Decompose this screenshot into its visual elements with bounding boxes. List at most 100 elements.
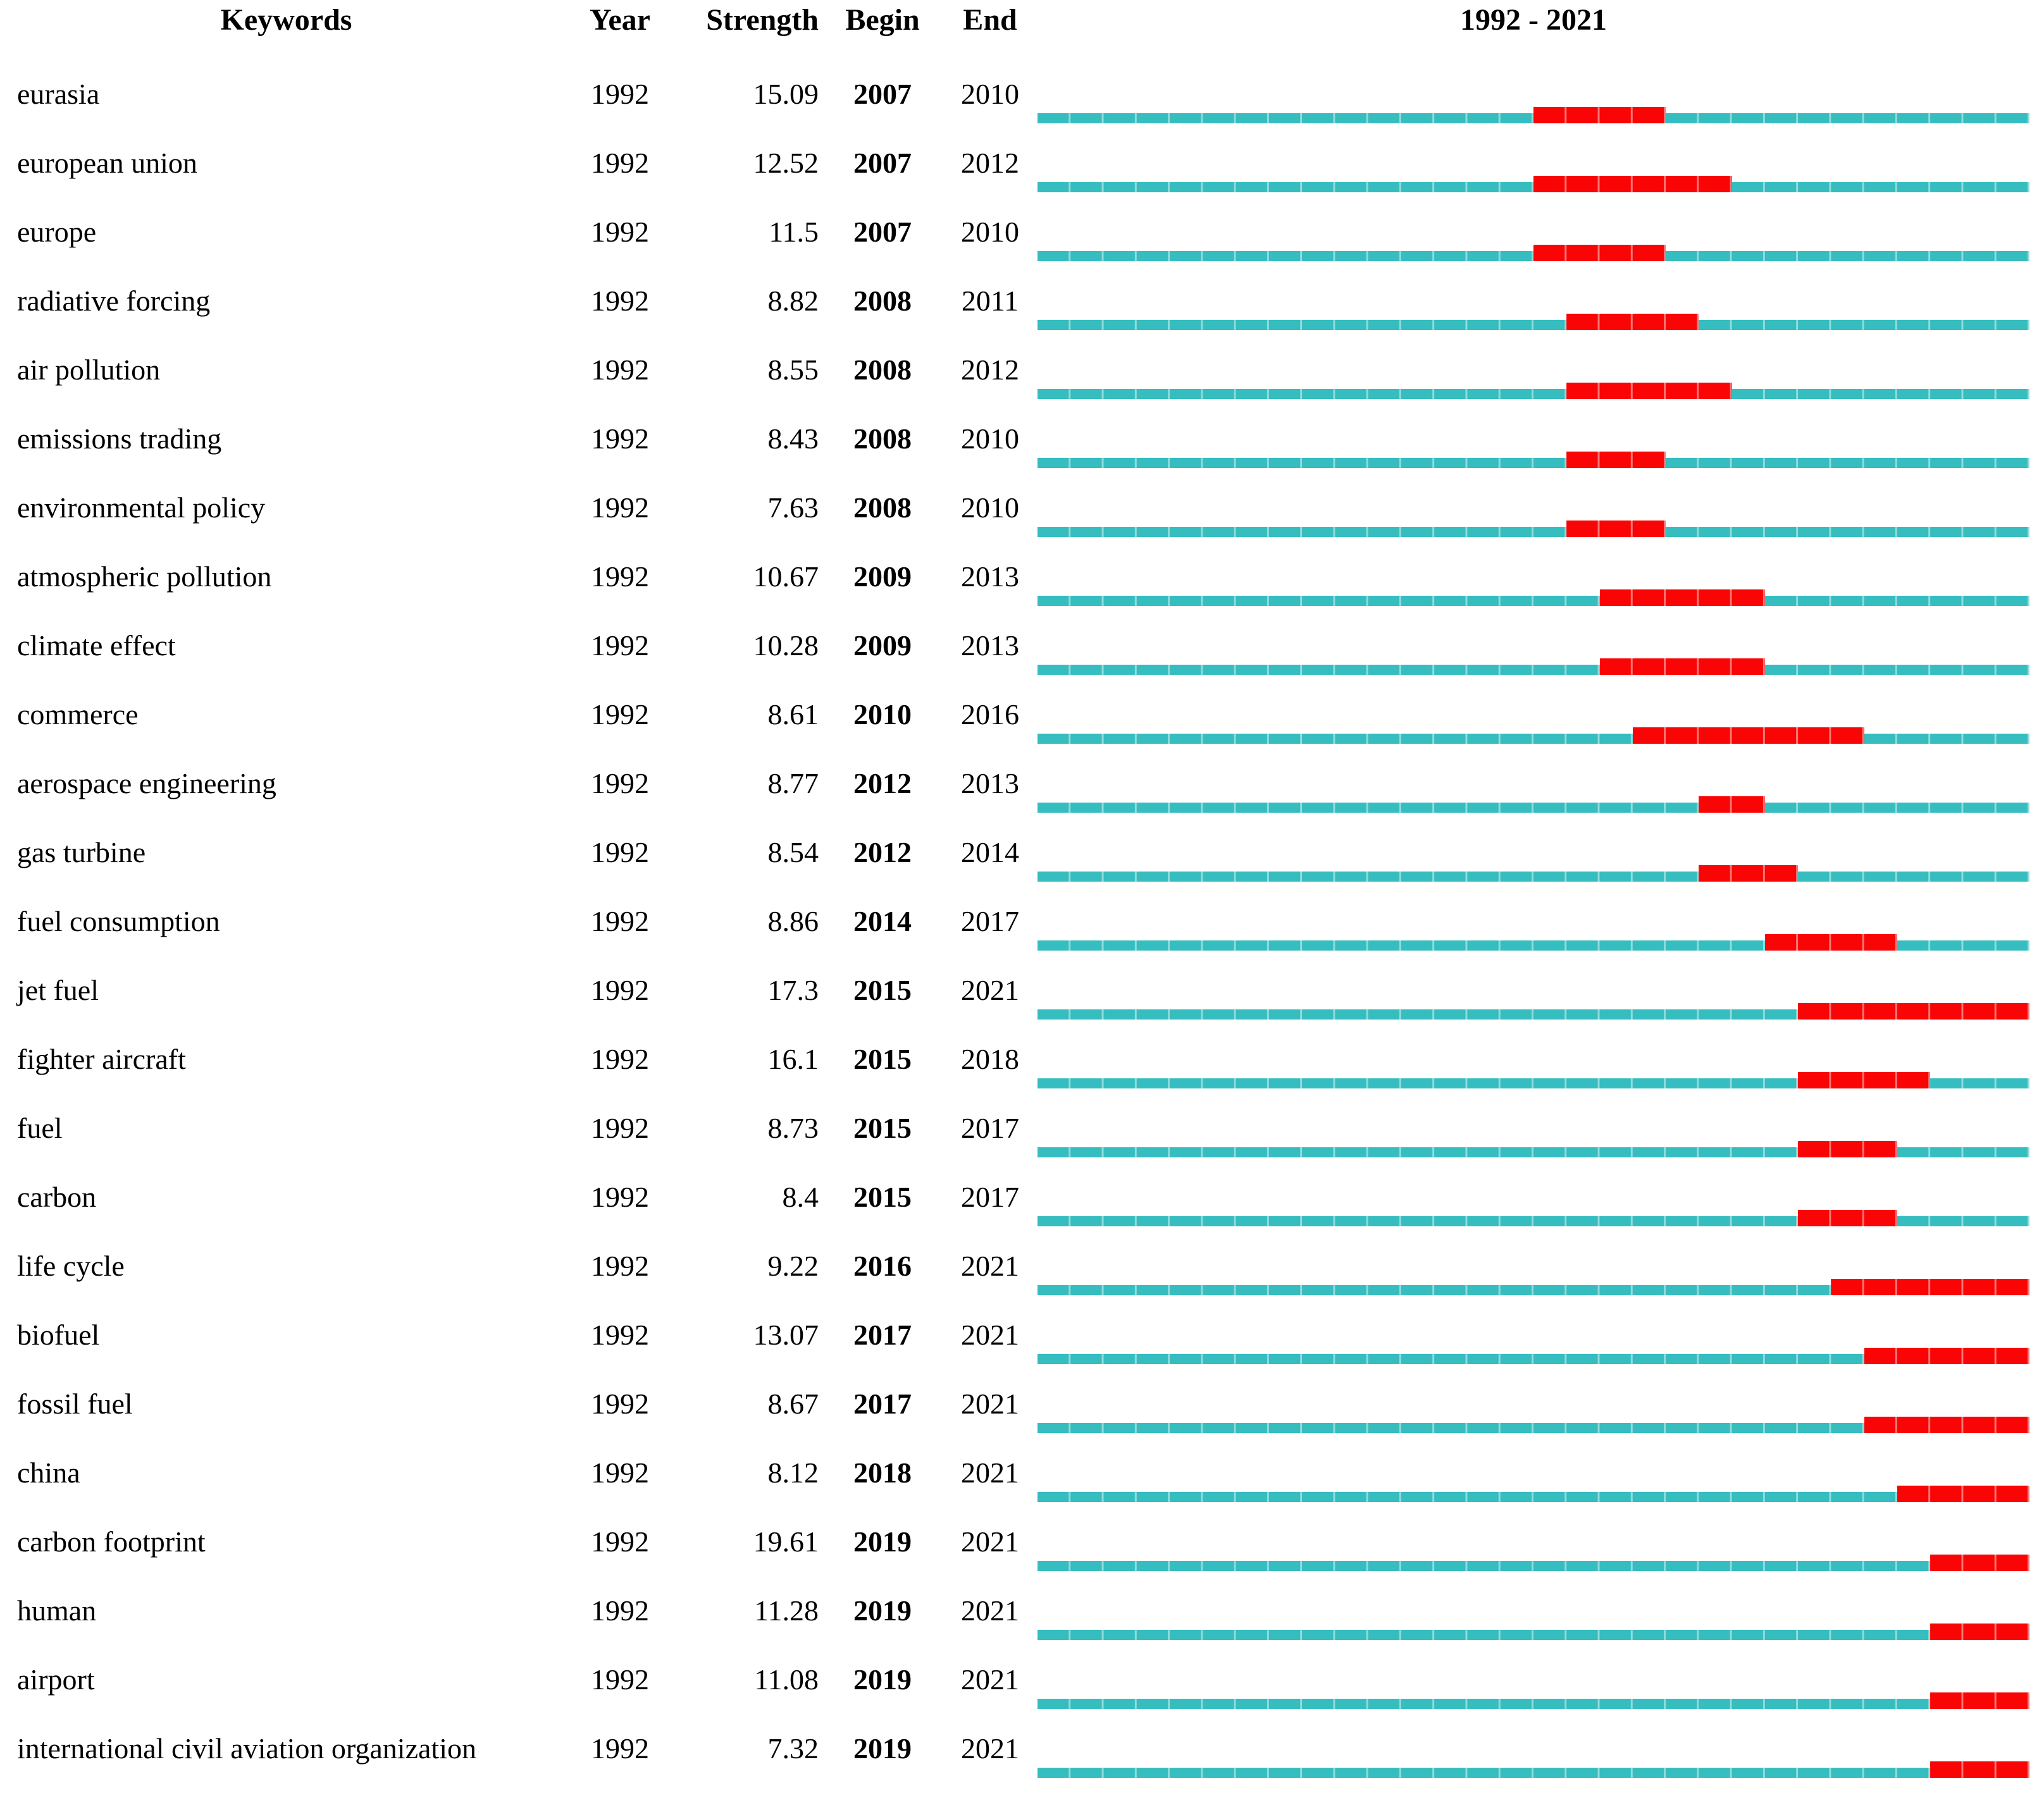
strength-value: 10.28 bbox=[753, 629, 819, 662]
keyword-label: emissions trading bbox=[17, 422, 222, 455]
burst-bar bbox=[1632, 727, 1864, 744]
year-value: 1992 bbox=[591, 1181, 649, 1213]
begin-value: 2019 bbox=[853, 1525, 912, 1558]
strength-value: 17.3 bbox=[767, 974, 819, 1006]
burst-row: aerospace engineering 1992 8.77 2012 201… bbox=[0, 748, 2044, 816]
begin-value: 2008 bbox=[853, 422, 912, 455]
burst-bar bbox=[1798, 1003, 2029, 1020]
end-value: 2021 bbox=[961, 1732, 1019, 1765]
timeline-track bbox=[1037, 1492, 2029, 1502]
keyword-label: eurasia bbox=[17, 78, 100, 110]
keyword-label: atmospheric pollution bbox=[17, 560, 272, 593]
burst-bar bbox=[1930, 1761, 2029, 1778]
burst-bar bbox=[1599, 589, 1765, 606]
timeline-cell bbox=[1037, 334, 2029, 403]
timeline-cell bbox=[1037, 265, 2029, 334]
begin-value: 2008 bbox=[853, 354, 912, 386]
burst-bar bbox=[1798, 1210, 1897, 1226]
keyword-label: commerce bbox=[17, 698, 139, 730]
burst-bar bbox=[1798, 1141, 1897, 1157]
begin-value: 2016 bbox=[853, 1250, 912, 1282]
end-value: 2021 bbox=[961, 1663, 1019, 1696]
burst-bar bbox=[1599, 658, 1765, 675]
timeline-cell bbox=[1037, 472, 2029, 541]
strength-value: 8.12 bbox=[767, 1457, 819, 1489]
strength-value: 10.67 bbox=[753, 560, 819, 593]
burst-row: commerce 1992 8.61 2010 2016 bbox=[0, 679, 2044, 748]
year-value: 1992 bbox=[591, 905, 649, 937]
timeline-cell bbox=[1037, 127, 2029, 196]
timeline-cell bbox=[1037, 1644, 2029, 1713]
year-value: 1992 bbox=[591, 974, 649, 1006]
keyword-label: fuel consumption bbox=[17, 905, 220, 937]
timeline-cell bbox=[1037, 1092, 2029, 1161]
timeline-track bbox=[1037, 1354, 2029, 1364]
begin-value: 2009 bbox=[853, 560, 912, 593]
begin-value: 2015 bbox=[853, 1043, 912, 1075]
burst-row: airport 1992 11.08 2019 2021 bbox=[0, 1644, 2044, 1713]
begin-value: 2009 bbox=[853, 629, 912, 662]
year-value: 1992 bbox=[591, 285, 649, 317]
strength-value: 8.86 bbox=[767, 905, 819, 937]
burst-row: fossil fuel 1992 8.67 2017 2021 bbox=[0, 1368, 2044, 1437]
burst-bar bbox=[1566, 521, 1666, 537]
strength-value: 8.77 bbox=[767, 767, 819, 799]
timeline-track bbox=[1037, 1078, 2029, 1088]
strength-value: 16.1 bbox=[767, 1043, 819, 1075]
burst-bar bbox=[1930, 1555, 2029, 1571]
timeline-cell bbox=[1037, 1161, 2029, 1230]
strength-value: 7.63 bbox=[767, 491, 819, 524]
burst-row: fuel consumption 1992 8.86 2014 2017 bbox=[0, 885, 2044, 954]
burst-row: climate effect 1992 10.28 2009 2013 bbox=[0, 610, 2044, 679]
begin-value: 2018 bbox=[853, 1457, 912, 1489]
year-value: 1992 bbox=[591, 836, 649, 868]
year-value: 1992 bbox=[591, 422, 649, 455]
year-value: 1992 bbox=[591, 216, 649, 248]
burst-row: carbon 1992 8.4 2015 2017 bbox=[0, 1161, 2044, 1230]
timeline-cell bbox=[1037, 748, 2029, 816]
burst-row: radiative forcing 1992 8.82 2008 2011 bbox=[0, 265, 2044, 334]
keyword-label: europe bbox=[17, 216, 97, 248]
keyword-label: aerospace engineering bbox=[17, 767, 276, 799]
timeline-cell bbox=[1037, 885, 2029, 954]
year-value: 1992 bbox=[591, 78, 649, 110]
burst-row: jet fuel 1992 17.3 2015 2021 bbox=[0, 954, 2044, 1023]
end-value: 2021 bbox=[961, 1594, 1019, 1627]
burst-row: carbon footprint 1992 19.61 2019 2021 bbox=[0, 1506, 2044, 1575]
burst-bar bbox=[1699, 865, 1799, 882]
burst-row: europe 1992 11.5 2007 2010 bbox=[0, 196, 2044, 265]
end-value: 2013 bbox=[961, 767, 1019, 799]
header-timeline-range: 1992 - 2021 bbox=[1460, 3, 1607, 37]
timeline-track bbox=[1037, 803, 2029, 813]
strength-value: 8.82 bbox=[767, 285, 819, 317]
end-value: 2014 bbox=[961, 836, 1019, 868]
header-year: Year bbox=[590, 3, 650, 37]
keyword-label: jet fuel bbox=[17, 974, 99, 1006]
timeline-track bbox=[1037, 1561, 2029, 1571]
burst-row: life cycle 1992 9.22 2016 2021 bbox=[0, 1230, 2044, 1299]
end-value: 2013 bbox=[961, 560, 1019, 593]
timeline-cell bbox=[1037, 1368, 2029, 1437]
begin-value: 2007 bbox=[853, 147, 912, 179]
strength-value: 8.54 bbox=[767, 836, 819, 868]
keyword-label: carbon footprint bbox=[17, 1525, 206, 1558]
burst-bar bbox=[1566, 452, 1666, 468]
burst-row: emissions trading 1992 8.43 2008 2010 bbox=[0, 403, 2044, 472]
end-value: 2016 bbox=[961, 698, 1019, 730]
year-value: 1992 bbox=[591, 1388, 649, 1420]
end-value: 2021 bbox=[961, 974, 1019, 1006]
end-value: 2012 bbox=[961, 354, 1019, 386]
end-value: 2021 bbox=[961, 1525, 1019, 1558]
keyword-label: human bbox=[17, 1594, 97, 1627]
burst-bar bbox=[1831, 1279, 2029, 1295]
keyword-label: life cycle bbox=[17, 1250, 125, 1282]
timeline-cell bbox=[1037, 1713, 2029, 1782]
keyword-label: fuel bbox=[17, 1112, 63, 1144]
timeline-track bbox=[1037, 1285, 2029, 1295]
begin-value: 2019 bbox=[853, 1663, 912, 1696]
burst-row: china 1992 8.12 2018 2021 bbox=[0, 1437, 2044, 1506]
end-value: 2010 bbox=[961, 216, 1019, 248]
burst-row: biofuel 1992 13.07 2017 2021 bbox=[0, 1299, 2044, 1368]
end-value: 2021 bbox=[961, 1319, 1019, 1351]
year-value: 1992 bbox=[591, 560, 649, 593]
